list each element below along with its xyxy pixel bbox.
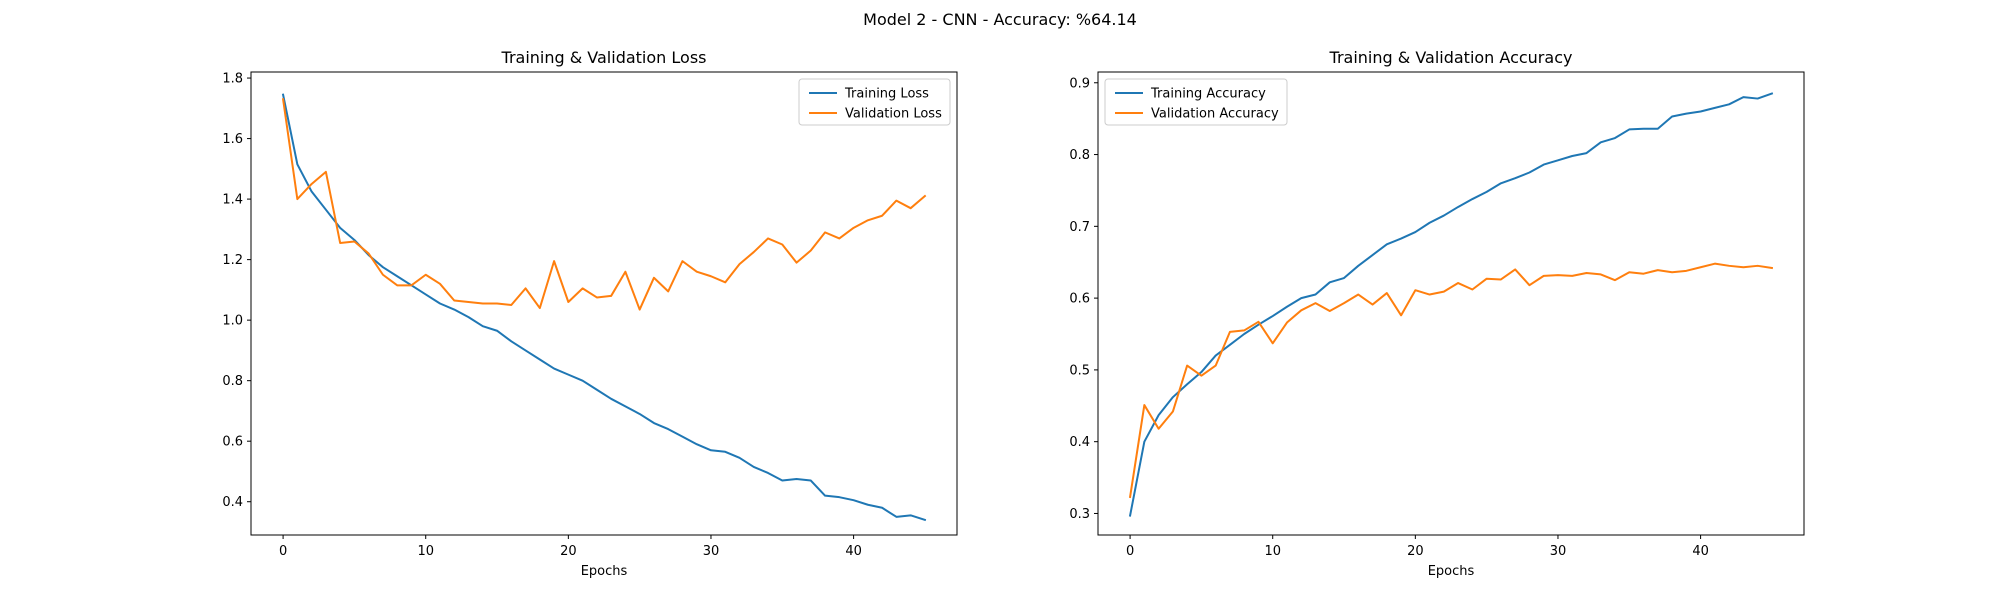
- accuracy-chart-ticks: [1094, 82, 1702, 539]
- accuracy-chart-legend: Training Accuracy Validation Accuracy: [1104, 78, 1288, 126]
- accuracy-chart-y-tick-label: 0.6: [1069, 292, 1090, 307]
- accuracy-chart-series: [1128, 92, 1774, 517]
- loss-chart-title: Training & Validation Loss: [501, 48, 707, 67]
- accuracy-chart-x-tick-label: 10: [1264, 544, 1281, 559]
- loss-chart-y-tick-label: 0.4: [222, 495, 243, 510]
- loss-chart-x-tick-label: 10: [417, 544, 434, 559]
- accuracy-chart-x-axis-label: Epochs: [1428, 564, 1475, 579]
- accuracy-chart-x-tick-label: 30: [1550, 544, 1567, 559]
- loss-chart-x-tick-label: 30: [703, 544, 720, 559]
- accuracy-chart-y-tick-label: 0.7: [1069, 220, 1090, 235]
- loss-chart-y-tick-label: 1.0: [222, 314, 243, 329]
- loss-chart-ticks: [247, 77, 855, 539]
- accuracy-chart-frame: [1097, 71, 1805, 536]
- accuracy-chart-x-tick-label: 40: [1692, 544, 1709, 559]
- accuracy-chart-legend-label-training: Training Accuracy: [1150, 87, 1266, 102]
- accuracy-chart-y-tick-label: 0.4: [1069, 435, 1090, 450]
- loss-chart-x-tick-label: 20: [560, 544, 577, 559]
- accuracy-chart-y-tick-label: 0.9: [1069, 76, 1090, 91]
- accuracy-chart-legend-label-validation: Validation Accuracy: [1151, 107, 1279, 122]
- accuracy-chart-x-tick-label: 20: [1407, 544, 1424, 559]
- loss-chart-y-tick-label: 0.6: [222, 435, 243, 450]
- loss-chart-line-validation-loss: [281, 98, 927, 311]
- accuracy-chart-y-tick-label: 0.3: [1069, 507, 1090, 522]
- accuracy-chart-line-training-accuracy: [1128, 92, 1774, 517]
- loss-chart-x-tick-label: 0: [279, 544, 287, 559]
- loss-chart-y-tick-label: 1.8: [222, 72, 243, 87]
- loss-chart-line-training-loss: [281, 93, 927, 522]
- loss-chart-x-tick-labels: 0 10 20 30 40: [279, 544, 862, 559]
- loss-chart-legend-label-training: Training Loss: [844, 87, 929, 102]
- loss-chart-x-axis-label: Epochs: [581, 564, 628, 579]
- accuracy-chart-y-tick-labels: 0.3 0.4 0.5 0.6 0.7 0.8 0.9: [1069, 76, 1090, 522]
- accuracy-chart: Training & Validation Accuracy 0.3 0.4 0.5…: [1069, 48, 1805, 579]
- loss-chart-x-tick-label: 40: [845, 544, 862, 559]
- loss-chart-legend: Training Loss Validation Loss: [798, 78, 951, 126]
- loss-chart-y-tick-label: 0.8: [222, 374, 243, 389]
- loss-chart: Training & Validation Loss 0.4 0.6 0.8 1.0 1…: [222, 48, 958, 579]
- figure-title: Model 2 - CNN - Accuracy: %64.14: [863, 10, 1137, 29]
- loss-chart-y-tick-label: 1.2: [222, 253, 243, 268]
- loss-chart-y-tick-label: 1.4: [222, 193, 243, 208]
- accuracy-chart-legend-box: [1104, 78, 1288, 126]
- loss-chart-series: [281, 93, 927, 522]
- accuracy-chart-y-tick-label: 0.5: [1069, 363, 1090, 378]
- accuracy-chart-x-tick-labels: 0 10 20 30 40: [1126, 544, 1709, 559]
- accuracy-chart-title: Training & Validation Accuracy: [1329, 48, 1573, 67]
- accuracy-chart-line-validation-accuracy: [1128, 262, 1774, 499]
- accuracy-chart-x-tick-label: 0: [1126, 544, 1134, 559]
- loss-chart-legend-label-validation: Validation Loss: [845, 107, 942, 122]
- loss-chart-y-tick-labels: 0.4 0.6 0.8 1.0 1.2 1.4 1.6 1.8: [222, 72, 243, 511]
- loss-chart-y-tick-label: 1.6: [222, 132, 243, 147]
- loss-chart-frame: [250, 71, 958, 536]
- accuracy-chart-y-tick-label: 0.8: [1069, 148, 1090, 163]
